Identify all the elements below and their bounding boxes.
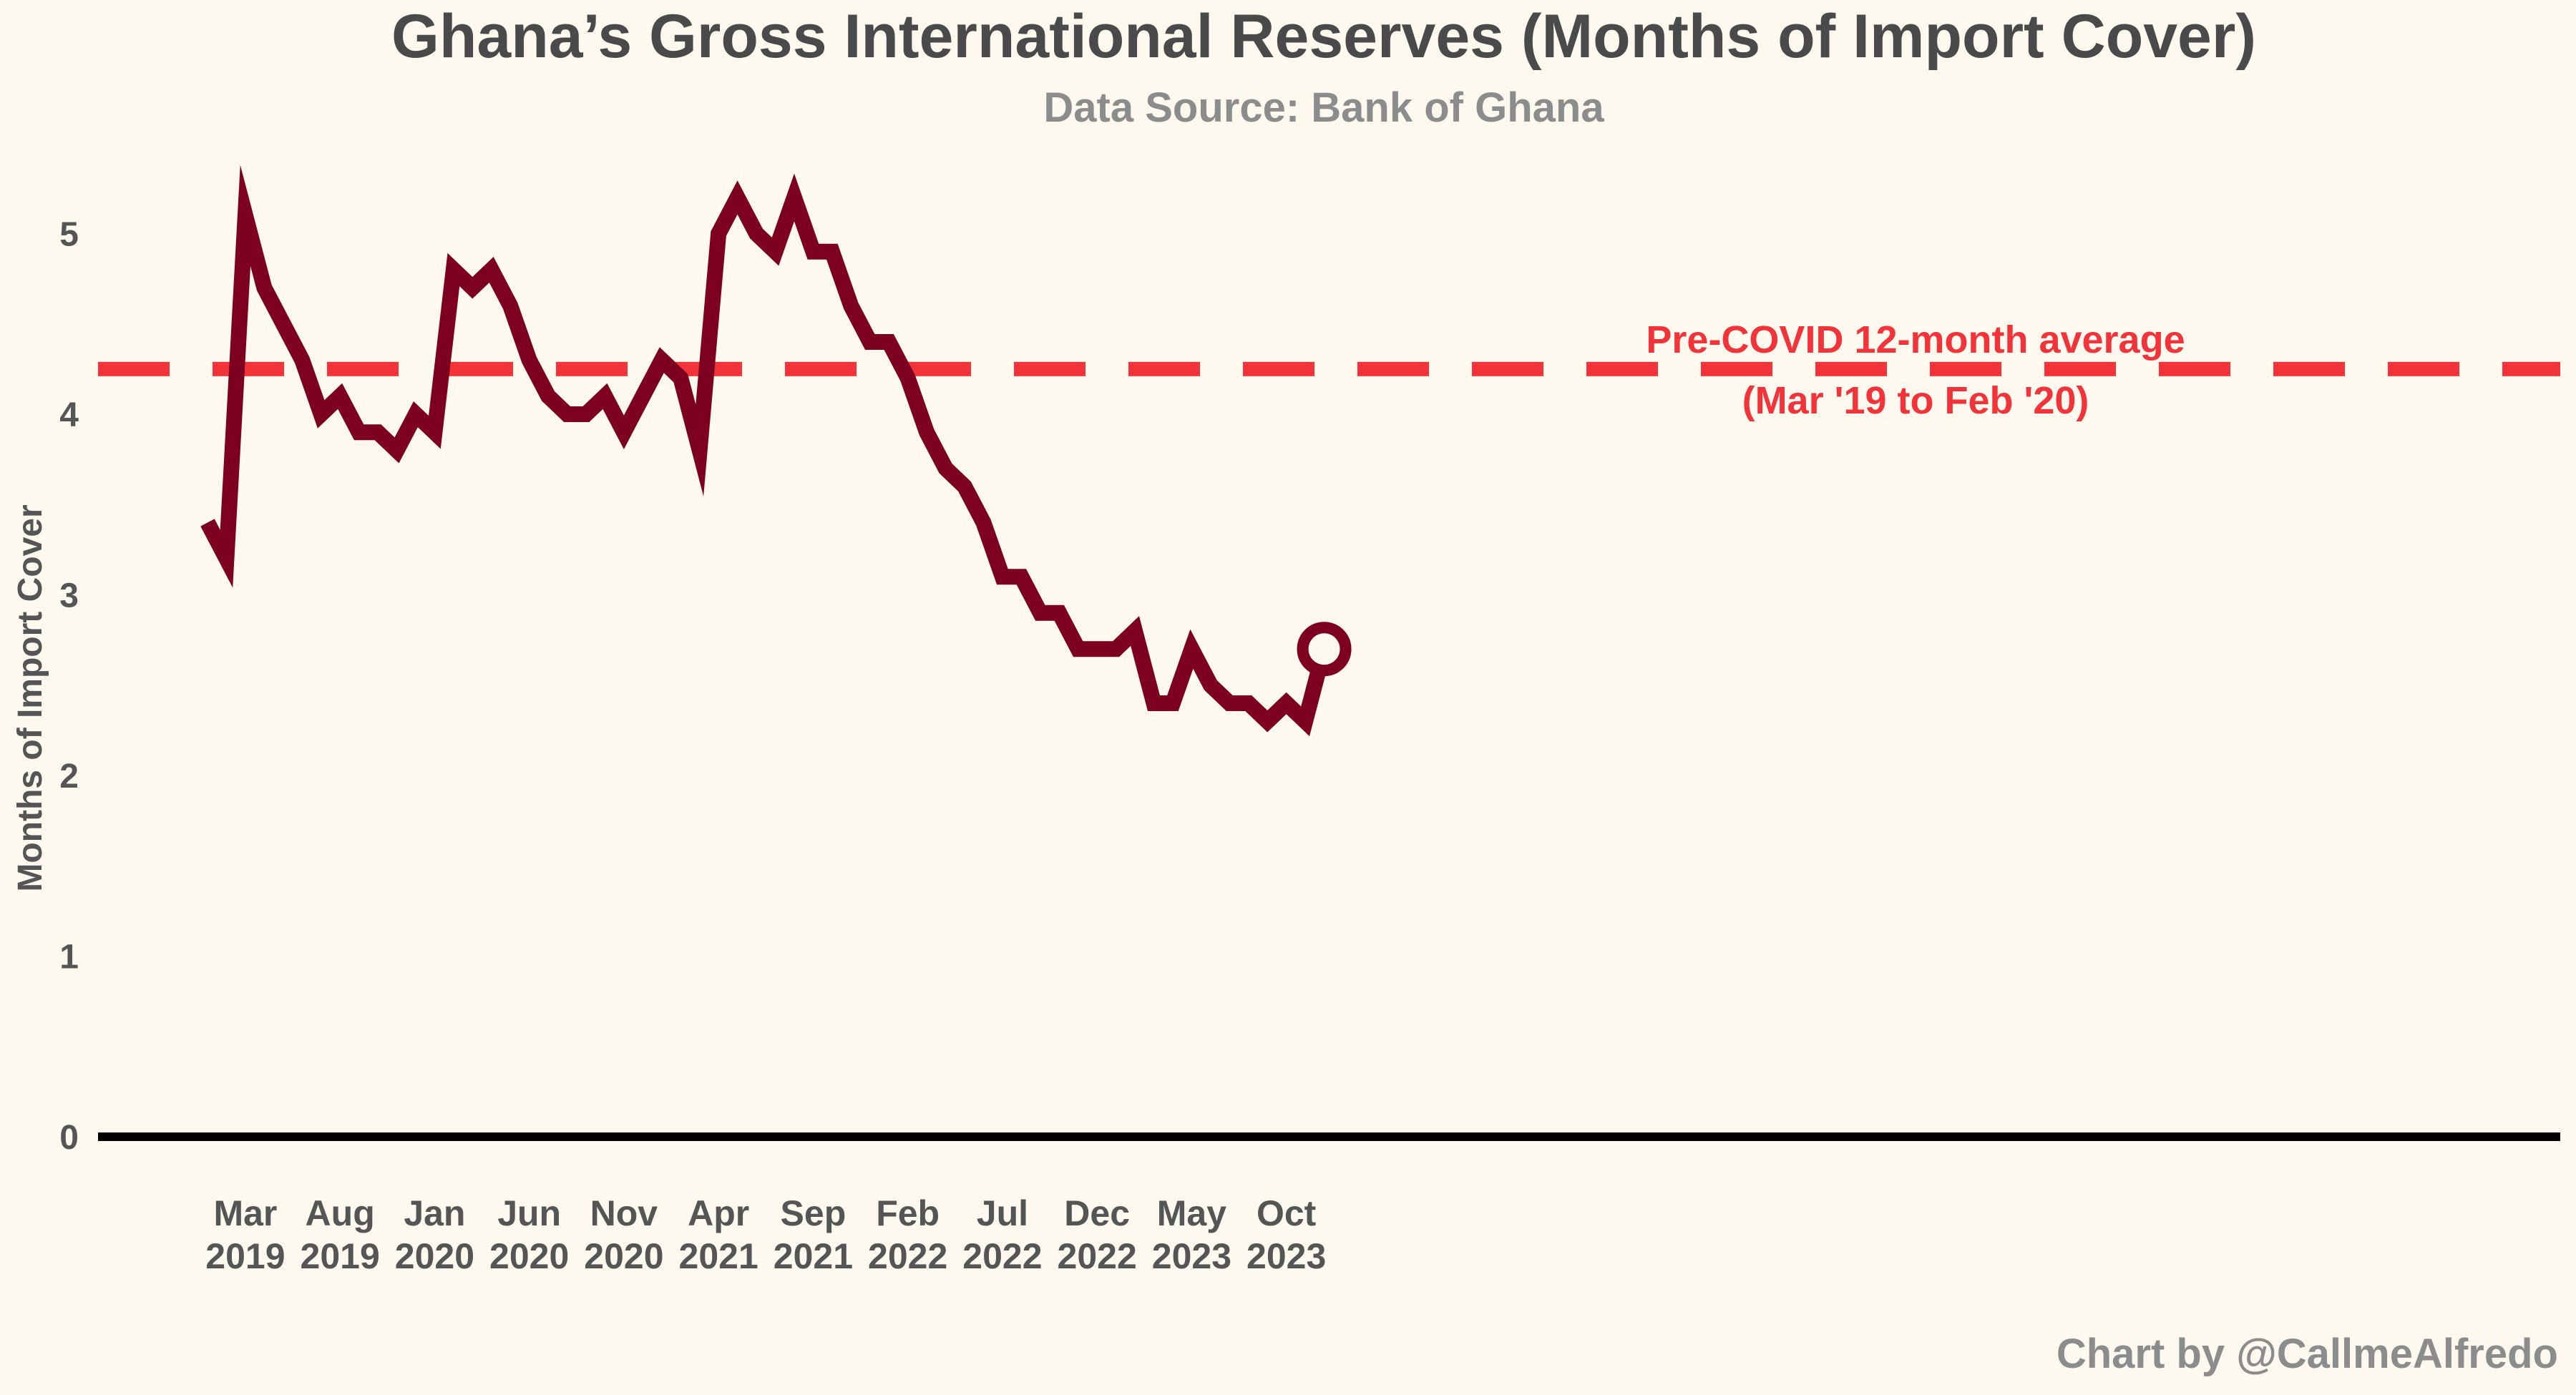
x-tick-label-year: 2023 (1246, 1236, 1326, 1276)
x-tick-label-month: Jun (497, 1193, 561, 1233)
x-tick-label-year: 2023 (1152, 1236, 1231, 1276)
x-tick-label-month: Jan (404, 1193, 465, 1233)
series-line (200, 165, 1332, 737)
x-tick-label-month: Feb (876, 1193, 940, 1233)
chart-credit: Chart by @CallmeAlfredo (2057, 1331, 2558, 1377)
x-tick-label-month: Nov (590, 1193, 658, 1233)
x-tick-label-month: Jul (977, 1193, 1028, 1233)
y-tick-label: 1 (59, 939, 79, 976)
x-tick-label-year: 2021 (774, 1236, 853, 1276)
y-tick-label: 2 (59, 758, 79, 796)
y-axis-ticks: 0 1 2 3 4 5 (59, 216, 79, 1157)
x-tick-label-month: Mar (213, 1193, 277, 1233)
x-axis-ticks: Mar2019Aug2019Jan2020Jun2020Nov2020Apr20… (205, 1193, 1326, 1276)
y-axis-label: Months of Import Cover (11, 504, 49, 891)
x-tick-label-year: 2022 (1058, 1236, 1137, 1276)
y-tick-label: 3 (59, 577, 79, 615)
x-tick-label-month: Aug (306, 1193, 375, 1233)
last-point-marker (1297, 622, 1352, 677)
series-reserves (200, 165, 1352, 737)
x-tick-label-year: 2021 (679, 1236, 758, 1276)
x-tick-label-year: 2022 (962, 1236, 1042, 1276)
chart-subtitle: Data Source: Bank of Ghana (1043, 84, 1604, 131)
x-tick-label-year: 2020 (395, 1236, 474, 1276)
y-tick-label: 0 (59, 1119, 79, 1157)
x-tick-label-year: 2019 (301, 1236, 380, 1276)
x-tick-label-year: 2020 (584, 1236, 663, 1276)
x-tick-label-year: 2020 (489, 1236, 569, 1276)
x-tick-label-month: Sep (781, 1193, 847, 1233)
y-tick-label: 4 (59, 396, 79, 434)
x-tick-label-month: Apr (688, 1193, 749, 1233)
reference-annotation-line1: Pre-COVID 12-month average (1646, 318, 2185, 361)
x-tick-label-month: May (1157, 1193, 1226, 1233)
x-tick-label-month: Dec (1064, 1193, 1130, 1233)
x-tick-label-month: Oct (1257, 1193, 1317, 1233)
x-tick-label-year: 2019 (205, 1236, 285, 1276)
y-tick-label: 5 (59, 216, 79, 254)
reference-annotation-line2: (Mar '19 to Feb '20) (1742, 379, 2089, 422)
x-tick-label-year: 2022 (868, 1236, 947, 1276)
chart-title: Ghana’s Gross International Reserves (Mo… (391, 2, 2256, 71)
